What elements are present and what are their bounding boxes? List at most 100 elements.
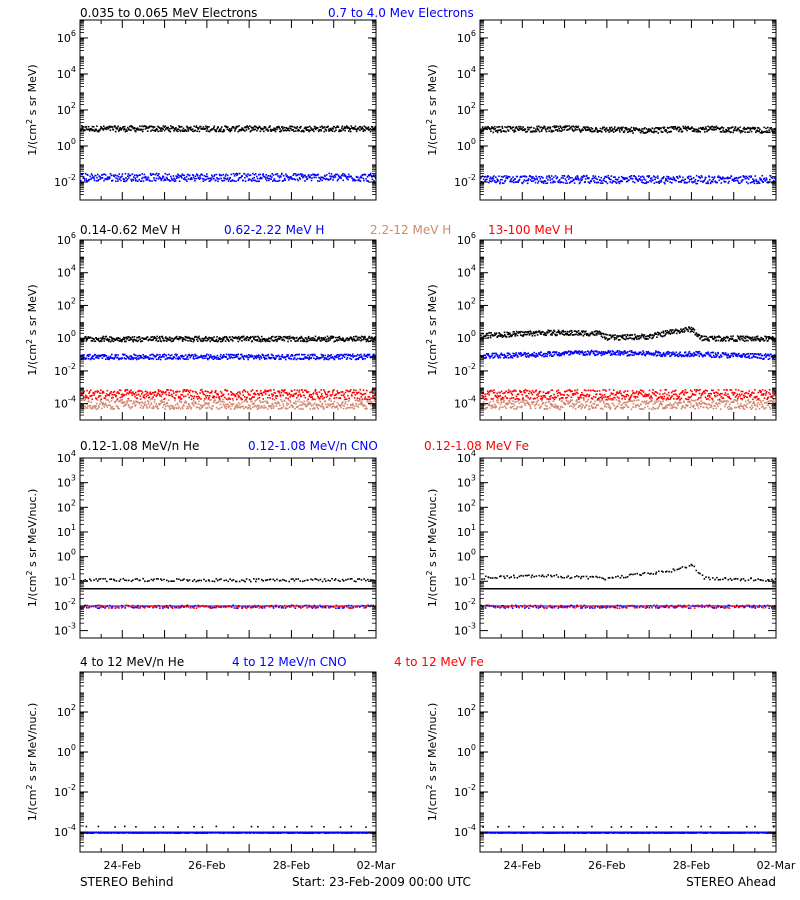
data-point [191,395,193,398]
data-point [359,403,362,406]
data-point [202,393,205,395]
data-point [162,406,164,409]
data-point [340,130,343,132]
data-point [650,180,653,183]
data-point [237,396,240,399]
data-point [283,390,285,393]
data-point [104,404,106,406]
data-point [218,338,221,341]
data-point [270,405,273,408]
data-point [576,178,578,181]
data-point [213,125,216,128]
data-point [152,407,154,410]
data-point [195,125,198,127]
data-point [317,173,319,176]
data-point [738,130,741,132]
data-point [289,400,291,402]
data-point [170,389,172,391]
data-point [87,397,90,400]
data-point [282,180,284,182]
data-point [225,398,228,400]
data-point [262,127,264,130]
data-point [333,358,336,361]
data-point [543,333,546,336]
data-point [182,389,185,391]
data-point [726,177,728,180]
data-point [552,130,555,132]
data-point [272,335,274,338]
data-point [131,406,133,408]
data-point [315,358,318,360]
data-point [374,398,376,400]
data-point [101,404,104,406]
data-point [212,339,214,341]
data-point [113,358,116,360]
data-point [342,338,345,341]
data-point [199,356,202,358]
data-point [119,396,122,399]
data-point [129,391,132,394]
data-point [166,357,169,360]
data-point [365,407,367,410]
data-point [149,172,152,175]
data-point [238,172,241,175]
data-point [237,340,240,343]
data-point [612,176,615,178]
data-point [292,393,295,396]
data-point [362,358,365,360]
data-point [205,178,207,181]
data-point [715,128,717,131]
data-point [127,356,130,359]
data-point [302,338,304,340]
data-point [183,130,185,132]
data-point [124,404,126,407]
data-point [612,180,614,182]
data-point [562,181,565,184]
data-point [550,129,553,132]
data-point [249,174,252,176]
y-tick-label: 102 [57,296,76,312]
data-point [328,390,331,393]
data-point [608,177,610,179]
data-point [181,354,183,357]
data-point [248,398,251,400]
data-point [724,131,727,133]
data-point [244,130,246,132]
data-point [124,390,126,392]
data-point [169,354,171,357]
data-point [677,126,679,128]
data-point [374,393,376,396]
data-point [169,407,171,410]
data-point [672,126,675,128]
data-point [481,130,483,133]
data-point [665,177,667,180]
data-point [220,340,222,343]
data-point [577,126,579,129]
data-point [357,178,360,181]
data-point [578,182,581,185]
data-point [102,402,104,404]
data-point [623,177,625,179]
data-point [292,174,295,176]
data-point [736,129,738,132]
data-point [369,404,372,406]
data-point [364,173,367,176]
data-point [543,126,545,129]
data-point [144,125,146,127]
data-point [644,182,646,184]
data-point [142,395,145,398]
data-point [558,180,560,182]
data-point [351,127,354,129]
data-point [312,353,314,356]
data-point [138,336,141,338]
data-point [134,177,137,179]
data-point [200,398,202,400]
data-point [97,405,100,407]
data-point [184,129,187,131]
data-point [344,339,347,342]
data-point [247,356,249,359]
data-point [501,336,504,338]
data-point [234,130,236,132]
data-point [688,181,690,183]
